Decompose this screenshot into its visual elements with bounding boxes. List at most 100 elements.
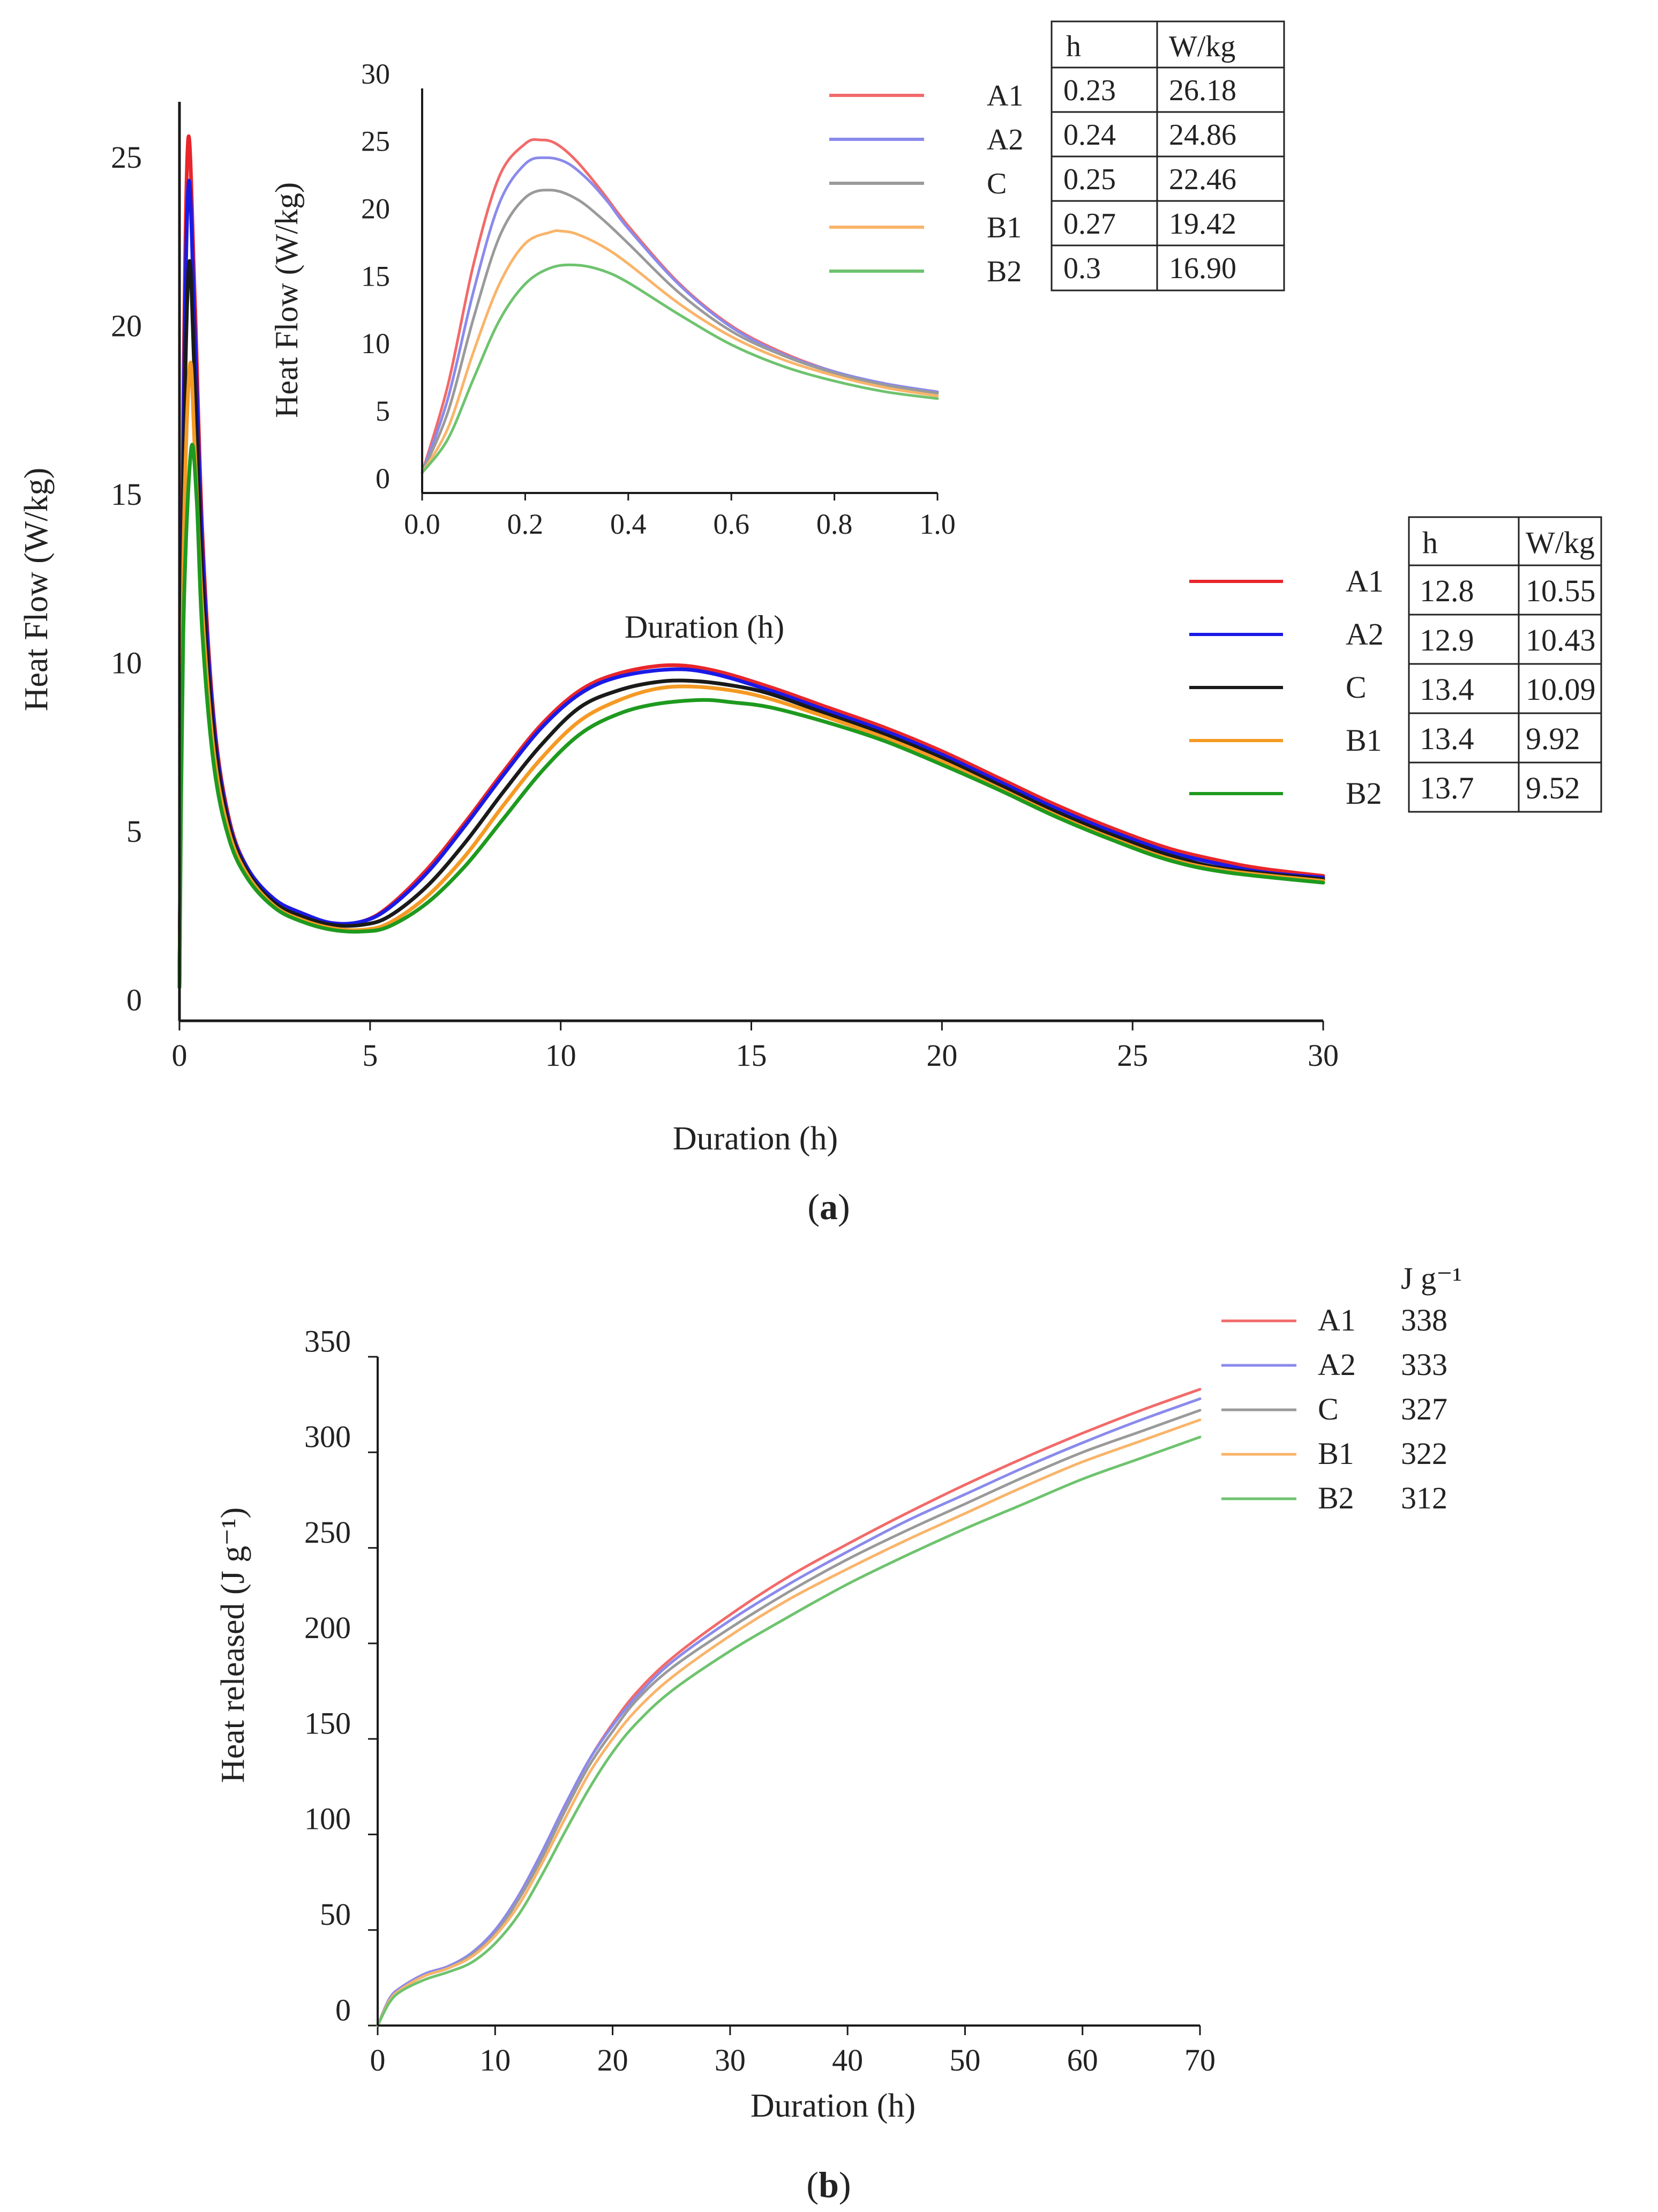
panel-a-inset-chart: 0.0 0.2 0.4 0.6 0.8 1.0 0 5 10 15 20 25 30 Duration … (269, 58, 956, 645)
main-table-header-h: h (1422, 525, 1438, 560)
panel-a-inset-x-tick-label: 0.4 (610, 508, 647, 540)
inset-table-w-B1: 19.42 (1169, 207, 1236, 241)
panel-b-legend-name-A1: A1 (1318, 1303, 1356, 1337)
panel-b-x-tick-label: 30 (715, 2043, 746, 2078)
panel-b-y-tick-label: 200 (304, 1610, 351, 1645)
panel-a-inset-series-B2 (421, 263, 939, 474)
main-legend-name-C: C (1346, 670, 1367, 705)
inset-legend-name-A1: A1 (987, 79, 1023, 113)
panel-b-xlabel: Duration (h) (751, 2088, 916, 2124)
panel-b-legend-lines (1221, 1319, 1296, 1500)
panel-a-inset-y-tick-label: 20 (361, 193, 390, 225)
main-table-h-B2: 13.7 (1420, 771, 1474, 805)
main-table-grid (1408, 516, 1602, 813)
panel-a-inset-series-B1 (421, 229, 939, 474)
panel-a-caption-letter: a (820, 1186, 838, 1227)
panel-a-caption-close: ) (838, 1186, 850, 1227)
panel-b-series-B2 (376, 1436, 1202, 2027)
panel-b-caption-close: ) (839, 2164, 851, 2205)
inset-table-w-C: 22.46 (1169, 163, 1236, 196)
panel-b-legend-value-B1: 322 (1401, 1436, 1447, 1471)
panel-a-caption-open: ( (807, 1186, 820, 1227)
inset-legend-name-B2: B2 (987, 255, 1022, 288)
panel-a-inset-xlabel: Duration (h) (625, 609, 784, 645)
panel-a-main-ylabel: Heat Flow (W/kg) (18, 468, 55, 712)
panel-b-axes (377, 1357, 1200, 2027)
main-table-w-A2: 10.43 (1526, 623, 1596, 657)
panel-a-main-y-tick-label: 0 (126, 982, 142, 1017)
panel-a-inset-x-tick-label: 0.8 (816, 508, 853, 540)
panel-b-y-tick-label: 250 (304, 1515, 351, 1550)
main-legend-lines (1189, 580, 1283, 795)
panel-a-inset-y-tick-label: 5 (376, 395, 390, 427)
panel-a-main-x-tick-label: 10 (545, 1038, 576, 1073)
panel-a-main-series-B1 (177, 361, 1325, 989)
inset-table-h-B1: 0.27 (1063, 207, 1116, 241)
inset-table-h-C: 0.25 (1063, 163, 1116, 196)
panel-a-inset-series (421, 138, 939, 474)
panel-b-legend-name-C: C (1318, 1392, 1339, 1426)
panel-a-main-axes (178, 102, 1323, 1022)
inset-table-w-B2: 16.90 (1169, 252, 1236, 285)
panel-a-main-xlabel: Duration (h) (673, 1120, 838, 1157)
panel-a-inset-x-tick-label: 0.0 (404, 508, 440, 540)
panel-b-y-tick-label: 150 (304, 1706, 351, 1740)
panel-b-x-tick-label: 0 (370, 2043, 386, 2078)
panel-a-inset-y-tick-label: 0 (376, 462, 390, 495)
inset-legend-table: A1 A2 C B1 B2 h W/kg 0.23 26.18 0.24 24.… (829, 20, 1285, 292)
main-table-w-A1: 10.55 (1526, 573, 1596, 608)
main-table-h-A1: 12.8 (1420, 573, 1474, 608)
panel-b-series-C (376, 1409, 1202, 2027)
panel-b-legend-name-B2: B2 (1318, 1481, 1354, 1515)
inset-table-header-h: h (1066, 30, 1081, 63)
panel-b-caption: (b) (806, 2164, 851, 2205)
panel-b-x-tick-label: 10 (479, 2043, 511, 2078)
main-legend-name-A1: A1 (1346, 564, 1384, 599)
panel-a-main-chart: 0 5 10 15 20 25 30 0 5 10 15 20 25 Duration (h) Heat… (18, 102, 1339, 1157)
panel-a-main-series (177, 134, 1325, 989)
panel-a-inset-y-tick-label: 10 (361, 327, 390, 360)
panel-b-y-tick-label: 0 (335, 1992, 351, 2027)
inset-legend-name-B1: B1 (987, 211, 1022, 244)
panel-a-main-y-tick-label: 5 (126, 814, 142, 849)
inset-table-h-A2: 0.24 (1063, 118, 1116, 152)
panel-a-main-x-tick-label: 30 (1308, 1038, 1339, 1073)
panel-b-ticks: 0 10 20 30 40 50 60 70 0 50 100 150 200 250 300 350 (304, 1324, 1216, 2078)
panel-a-inset-x-tick-label: 1.0 (919, 508, 956, 540)
panel-b-ylabel: Heat released (J g⁻¹) (215, 1507, 251, 1783)
panel-a-inset-ylabel: Heat Flow (W/kg) (269, 182, 304, 418)
panel-a-inset-x-tick-label: 0.6 (713, 508, 749, 540)
panel-b-y-tick-label: 300 (304, 1419, 351, 1454)
panel-b-series-B1 (376, 1418, 1202, 2027)
inset-table-h-B2: 0.3 (1063, 252, 1101, 285)
panel-a-inset-y-tick-label: 30 (361, 58, 390, 90)
panel-a-main-x-tick-label: 15 (736, 1038, 767, 1073)
inset-legend-name-A2: A2 (987, 123, 1023, 156)
panel-a-inset-x-tick-label: 0.2 (507, 508, 544, 540)
panel-b-legend-name-A2: A2 (1318, 1347, 1356, 1382)
panel-a-caption: (a) (807, 1186, 850, 1227)
panel-a-inset-series-C (421, 189, 939, 474)
inset-table-grid (1051, 20, 1285, 292)
main-legend-table: A1 A2 C B1 B2 h W/kg 12.8 10.55 12.9 10.… (1189, 516, 1602, 813)
panel-b-x-tick-label: 50 (949, 2043, 980, 2078)
panel-b-chart: 0 10 20 30 40 50 60 70 0 50 100 150 200 250 300 350 Dur… (215, 1324, 1216, 2124)
panel-a-main-series-A1 (177, 134, 1325, 989)
main-table-h-C: 13.4 (1420, 672, 1474, 707)
panel-b-legend-name-B1: B1 (1318, 1436, 1354, 1471)
panel-b-legend-unit: J g⁻¹ (1401, 1261, 1462, 1296)
panel-b-y-tick-label: 50 (320, 1897, 351, 1932)
panel-a-main-x-tick-label: 25 (1117, 1038, 1148, 1073)
panel-a-main-x-tick-label: 20 (926, 1038, 957, 1073)
inset-table-w-A1: 26.18 (1169, 74, 1236, 107)
panel-b-y-tick-label: 100 (304, 1802, 351, 1836)
main-legend-name-B2: B2 (1346, 776, 1382, 811)
panel-a-main-series-A2 (177, 178, 1325, 989)
main-table-w-C: 10.09 (1526, 672, 1596, 707)
main-table-h-A2: 12.9 (1420, 623, 1474, 657)
panel-a-main-series-C (177, 259, 1325, 989)
inset-table-header-wkg: W/kg (1169, 30, 1235, 63)
inset-legend-lines (829, 94, 924, 273)
inset-table-w-A2: 24.86 (1169, 118, 1236, 152)
panel-b-series-A2 (376, 1397, 1202, 2027)
